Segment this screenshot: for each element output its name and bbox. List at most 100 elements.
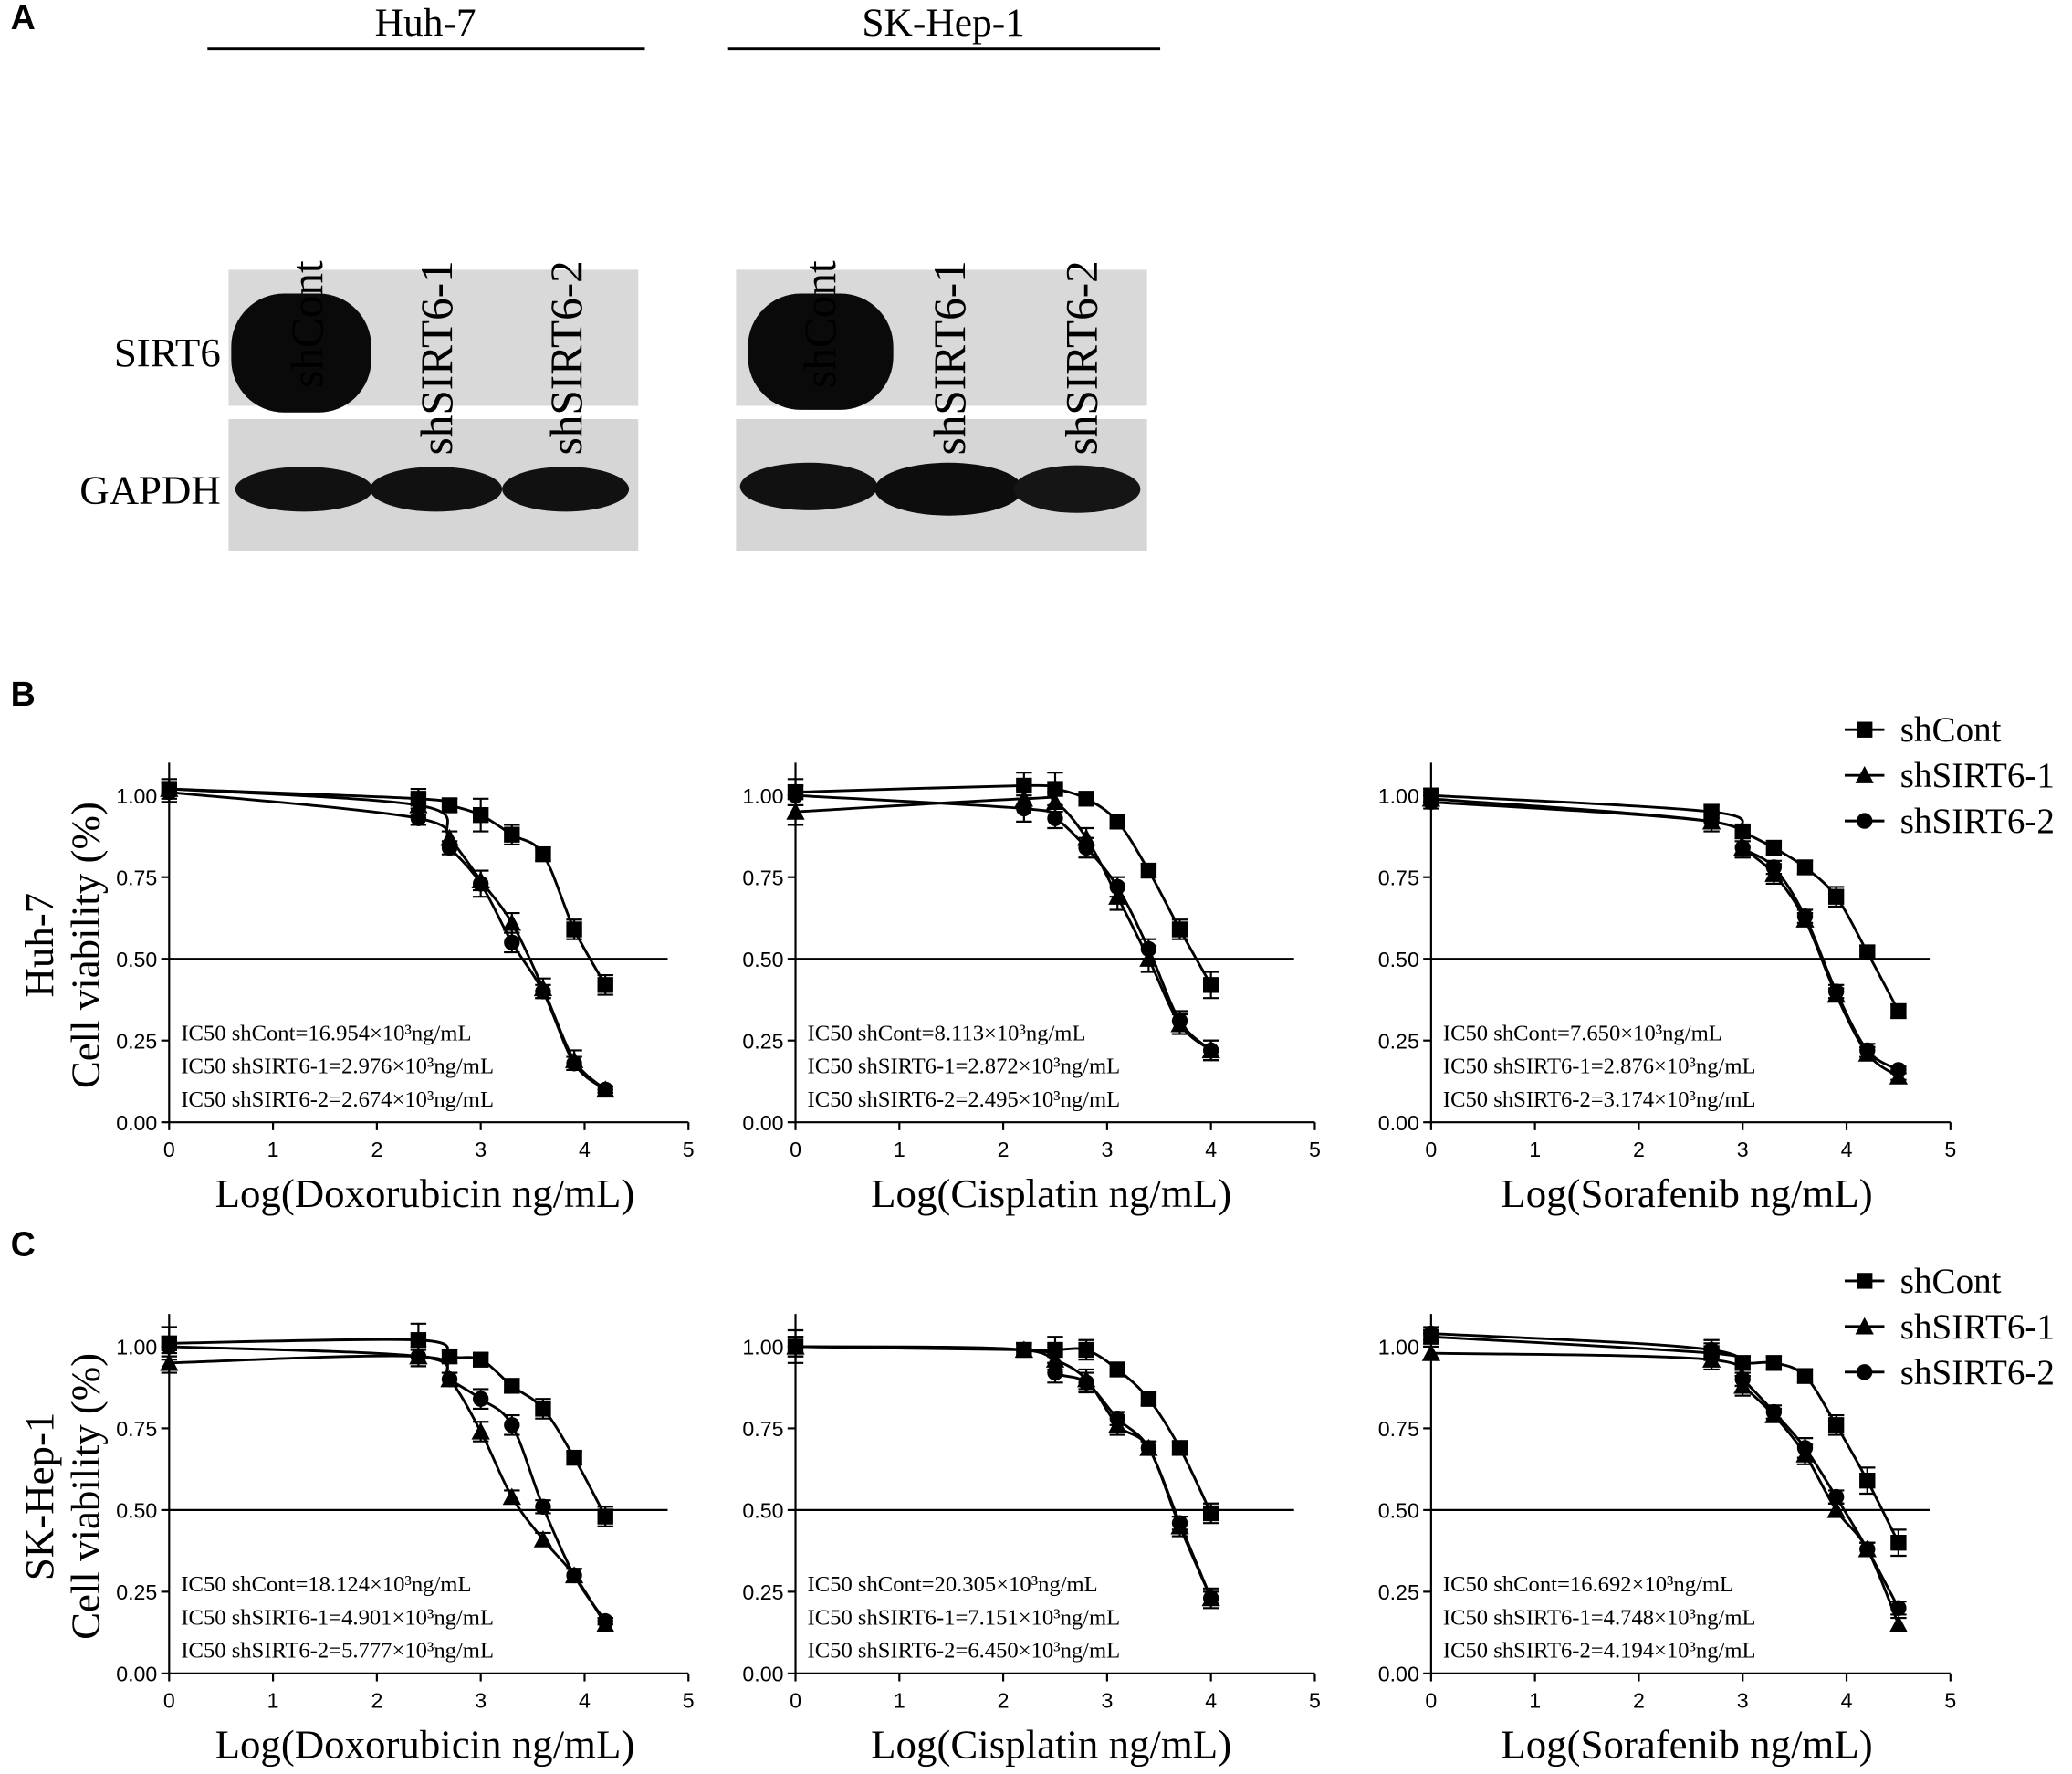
y-tick-label: 1.00 [1378,1336,1419,1359]
blot-band [502,467,630,512]
marker [1202,1042,1219,1059]
annotation: IC50 shSIRT6-2=2.674×10³ng/mL [181,1087,494,1112]
marker [1078,791,1094,807]
marker [1765,839,1783,856]
x-tick-label: 1 [1529,1689,1541,1713]
x-tick-label: 2 [371,1689,382,1713]
marker [504,1378,520,1394]
marker [1796,908,1814,925]
marker [1078,1374,1094,1391]
annotation: IC50 shCont=16.692×10³ng/mL [1443,1572,1733,1597]
y-tick-label: 1.00 [742,1336,783,1359]
x-tick-label: 5 [1309,1138,1321,1161]
marker [1016,1341,1032,1359]
legend-marker [1857,1273,1873,1289]
blot-band [874,462,1023,516]
annotation: IC50 shSIRT6-1=7.151×10³ng/mL [808,1605,1121,1630]
marker [1796,1368,1814,1384]
marker [1078,839,1094,856]
y-tick-label: 0.50 [742,948,783,971]
chart: 0.00 0.25 0.50 0.75 1.00 0 1 2 3 4 5 Log(Doxorubici… [16,762,695,1216]
x-tick-label: 4 [1205,1138,1217,1161]
marker [1171,1013,1188,1029]
marker [787,1338,804,1355]
marker [1827,888,1845,905]
y-tick-label: 1.00 [116,784,157,808]
x-tick-label: 1 [267,1689,279,1713]
y-axis-label: Cell viability (%) [63,1353,109,1640]
annotation: IC50 shCont=20.305×10³ng/mL [808,1572,1098,1597]
marker [1109,1361,1125,1378]
marker [410,810,427,826]
y-tick-label: 0.00 [116,1111,157,1135]
marker [161,783,177,801]
marker [1140,1391,1157,1407]
x-tick-label: 0 [1425,1689,1437,1713]
marker [472,876,489,892]
lane-label: shSIRT6-1 [412,260,462,455]
marker [1047,1364,1063,1381]
marker [1109,814,1125,830]
x-tick-label: 3 [1101,1689,1113,1713]
annotation: IC50 shSIRT6-1=2.976×10³ng/mL [181,1055,494,1079]
marker [535,983,551,1000]
x-tick-label: 2 [1633,1689,1645,1713]
panel-label: B [11,675,36,713]
marker [1827,1417,1845,1433]
legend-label: shCont [1900,710,2002,750]
marker [1703,1341,1720,1359]
annotation: IC50 shSIRT6-2=4.194×10³ng/mL [1443,1639,1756,1664]
chart: 0.00 0.25 0.50 0.75 1.00 0 1 2 3 4 5 Log(Sorafenib … [1378,710,2055,1216]
legend-label: shSIRT6-1 [1900,756,2055,795]
x-tick-label: 2 [1633,1138,1645,1161]
marker [535,1498,551,1516]
chart: 0.00 0.25 0.50 0.75 1.00 0 1 2 3 4 5 Log(Cisplatin … [742,1314,1321,1768]
y-tick-label: 0.75 [1378,1417,1419,1441]
y-tick-label: 0.25 [116,1580,157,1604]
marker [1826,1500,1846,1518]
marker [502,1487,521,1506]
x-axis-label: Log(Cisplatin ng/mL) [871,1170,1231,1216]
x-tick-label: 2 [371,1138,382,1161]
marker [597,1612,613,1630]
marker [410,1348,427,1365]
marker [472,807,489,824]
marker [1423,793,1439,811]
x-tick-label: 2 [998,1689,1010,1713]
marker [1045,793,1065,811]
panel-label: C [11,1224,36,1263]
marker [1171,1440,1188,1456]
lane-label: shSIRT6-1 [925,260,975,455]
marker [1890,1062,1907,1078]
x-tick-label: 5 [683,1689,695,1713]
x-tick-label: 0 [163,1689,175,1713]
x-axis-label: Log(Sorafenib ng/mL) [1501,1170,1872,1216]
marker [597,977,613,993]
marker [1765,1403,1783,1421]
marker [161,1338,177,1355]
y-tick-label: 0.50 [1378,948,1419,971]
annotation: IC50 shCont=16.954×10³ng/mL [181,1021,471,1045]
y-tick-label: 0.50 [116,1499,157,1523]
marker [504,1417,520,1433]
marker [1765,1355,1783,1371]
marker [472,1351,489,1368]
marker [1890,1600,1907,1616]
annotation: IC50 shSIRT6-2=5.777×10³ng/mL [181,1639,494,1664]
x-tick-label: 3 [1737,1138,1749,1161]
annotation: IC50 shSIRT6-2=3.174×10³ng/mL [1443,1087,1756,1112]
marker [1796,1440,1814,1456]
marker [597,1508,613,1525]
row-label: SK-Hep-1 [16,1412,62,1580]
marker [502,913,521,931]
marker [1859,1472,1876,1489]
marker [1703,814,1720,830]
row-label: Huh-7 [16,893,62,998]
x-tick-label: 5 [1944,1138,1956,1161]
marker [1421,1343,1440,1361]
marker [472,1391,489,1407]
y-tick-label: 1.00 [116,1336,157,1359]
marker [160,1353,179,1371]
y-tick-label: 0.00 [1378,1663,1419,1686]
